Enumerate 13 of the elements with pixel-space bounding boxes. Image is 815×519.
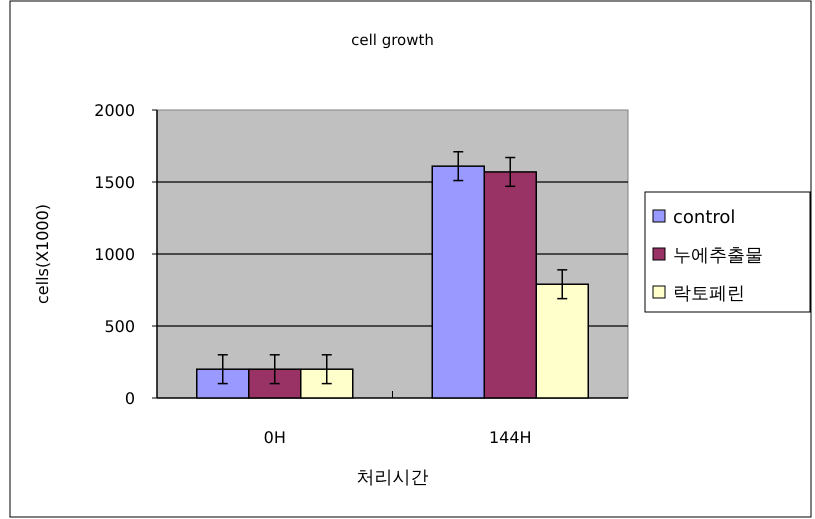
y-tick-label: 500 xyxy=(104,317,135,336)
chart-title: cell growth xyxy=(351,31,434,49)
x-axis-title: 처리시간 xyxy=(356,467,428,488)
legend-label: 락토페린 xyxy=(673,283,745,304)
x-tick-label: 0H xyxy=(264,428,286,447)
y-tick-label: 0 xyxy=(124,389,135,408)
y-tick-label: 2000 xyxy=(94,101,135,120)
y-axis-title: cells(X1000) xyxy=(33,204,52,304)
y-tick-label: 1000 xyxy=(94,245,135,264)
x-tick-label: 144H xyxy=(488,428,532,447)
legend-label: control xyxy=(673,207,736,228)
legend-label: 누에추출물 xyxy=(673,245,763,266)
y-tick-label: 1500 xyxy=(94,173,135,192)
